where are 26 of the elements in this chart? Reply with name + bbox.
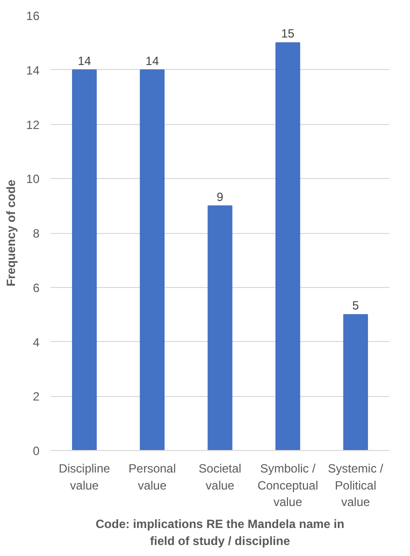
bar: [140, 69, 165, 450]
data-label: 15: [281, 26, 295, 41]
y-tick-label: 10: [26, 172, 40, 186]
x-tick-label: Systemic / Political value: [328, 462, 384, 510]
data-label: 5: [352, 298, 360, 313]
y-tick-label: 14: [26, 63, 40, 78]
bar: [275, 42, 300, 450]
x-tick-label: Personal value: [128, 462, 176, 492]
x-tick-label: Societal value: [198, 462, 242, 492]
data-label: 14: [146, 54, 160, 68]
y-tick-label: 2: [32, 390, 40, 404]
y-tick-label: 4: [32, 335, 40, 350]
y-axis-title: Frequency of code: [4, 179, 18, 286]
y-tick-label: 12: [26, 118, 40, 132]
bar: [72, 69, 97, 450]
x-tick-label: Discipline value: [58, 462, 110, 492]
y-tick-label: 16: [26, 9, 40, 23]
y-tick-label: 0: [32, 444, 40, 458]
data-label: 9: [216, 190, 224, 204]
y-tick-label: 8: [32, 226, 40, 240]
bar: [208, 205, 232, 450]
bar: [343, 314, 368, 450]
x-axis-title: Code: implications RE the Mandela name in field of study / discipline: [96, 517, 344, 548]
x-tick-label: Symbolic / Conceptual value: [257, 462, 318, 510]
data-label: 14: [78, 54, 92, 68]
y-tick-label: 6: [32, 280, 40, 295]
